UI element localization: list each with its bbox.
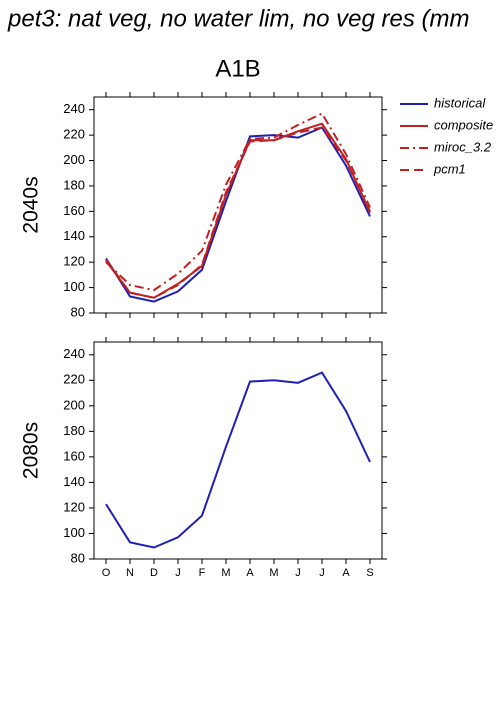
y-tick-label: 160 (63, 203, 85, 218)
y-tick-label: 180 (63, 423, 85, 438)
legend-label: historical (434, 95, 486, 110)
x-tick-label: J (319, 567, 325, 579)
x-tick-label: J (295, 567, 301, 579)
x-tick-label: N (126, 567, 134, 579)
x-tick-label: J (175, 567, 181, 579)
y-tick-label: 240 (63, 346, 85, 361)
plot-frame (93, 341, 383, 560)
y-tick-label: 80 (71, 304, 85, 319)
x-tick-label: D (150, 567, 158, 579)
series-line (105, 371, 371, 549)
y-tick-label: 180 (63, 177, 85, 192)
y-tick-label: 240 (63, 101, 85, 116)
y-tick-label: 220 (63, 127, 85, 142)
series-line (105, 112, 371, 292)
x-tick-label: A (342, 567, 350, 579)
y-tick-label: 100 (63, 279, 85, 294)
y-tick-label: 80 (71, 550, 85, 565)
y-tick-label: 120 (63, 499, 85, 514)
chart-title: pet3: nat veg, no water lim, no veg res … (7, 5, 470, 32)
x-tick-label: M (221, 567, 230, 579)
y-tick-label: 140 (63, 474, 85, 489)
legend-label: pcm1 (433, 161, 466, 176)
panel-title: A1B (215, 55, 260, 82)
x-tick-label: S (366, 567, 373, 579)
x-tick-label: A (246, 567, 254, 579)
series-line (105, 122, 371, 299)
y-tick-label: 160 (63, 448, 85, 463)
legend-label: composite (434, 117, 493, 132)
y-tick-label: 200 (63, 397, 85, 412)
y-tick-label: 120 (63, 254, 85, 269)
x-tick-label: F (199, 567, 206, 579)
plot-frame (93, 96, 383, 314)
series-line (105, 126, 371, 303)
x-tick-label: O (102, 567, 111, 579)
y-tick-label: 220 (63, 372, 85, 387)
y-tick-label: 100 (63, 525, 85, 540)
legend-label: miroc_3.2 (434, 139, 492, 154)
y-tick-label: 200 (63, 152, 85, 167)
series-line (105, 126, 371, 299)
y-axis-label: 2040s (20, 176, 43, 233)
x-tick-label: M (269, 567, 278, 579)
y-axis-label: 2080s (20, 422, 43, 479)
y-tick-label: 140 (63, 228, 85, 243)
